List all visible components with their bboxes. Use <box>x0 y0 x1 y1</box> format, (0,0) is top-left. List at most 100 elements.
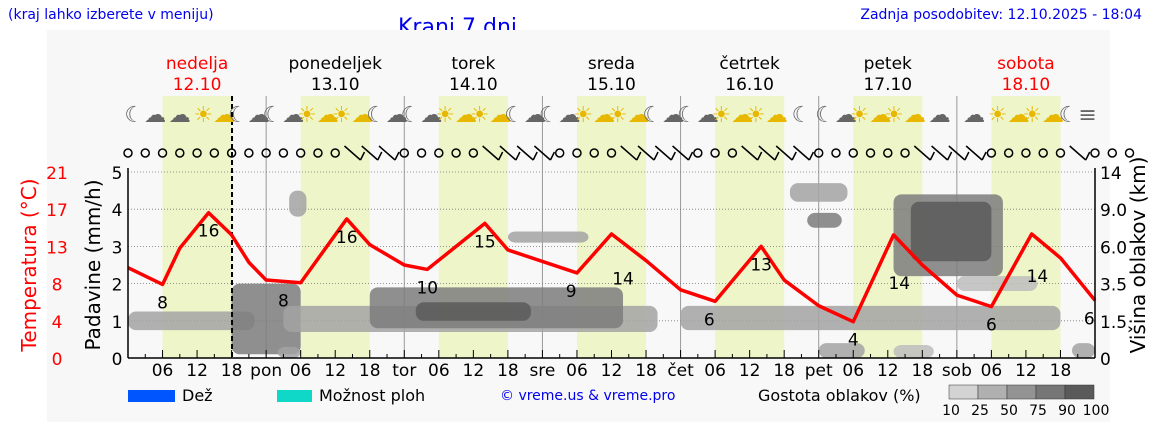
sun-cloud-icon: ☀☁ <box>746 103 788 128</box>
moon-cloud-icon: ☾☁ <box>504 103 546 128</box>
temperature-label: 14 <box>888 274 910 294</box>
wind-calm-icon <box>209 148 220 158</box>
moon-cloud-icon: ☾☁ <box>228 103 270 128</box>
moon-icon: ☾ <box>792 103 812 128</box>
cloud-cover-area <box>128 311 255 331</box>
x-tick-label: 18 <box>635 361 657 381</box>
rain-legend-swatch <box>128 390 175 402</box>
moon-cloud-icon: ☾☁ <box>539 103 581 128</box>
day-name: sreda <box>588 54 635 74</box>
rain-legend-label: Dež <box>182 386 213 405</box>
wind-calm-icon <box>192 148 202 158</box>
wind-barb-icon <box>361 145 383 161</box>
sun-cloud-icon: ☀☁ <box>470 103 512 128</box>
wind-calm-icon <box>313 148 323 158</box>
temp-axis-panel <box>47 30 80 422</box>
wind-calm-icon <box>1107 148 1118 158</box>
cloud-icon: ☁ <box>963 103 985 128</box>
wind-calm-icon <box>710 148 720 158</box>
cloud-cover-area <box>507 231 589 243</box>
moon-cloud-icon: ☾☁ <box>815 103 857 128</box>
wind-calm-icon <box>468 148 479 158</box>
day-date: 17.10 <box>863 75 912 95</box>
day-date: 14.10 <box>449 75 498 95</box>
cloud-density-level: 10 <box>942 403 960 419</box>
x-tick-label: 06 <box>428 361 450 381</box>
wind-calm-icon <box>1003 148 1014 158</box>
sun-cloud-icon: ☀☁ <box>1022 103 1064 128</box>
moon-cloud-icon: ☾☁ <box>677 103 719 128</box>
precip-tick-label: 1 <box>112 313 123 333</box>
x-tick-label: 12 <box>463 361 485 381</box>
cloud-density-level: 25 <box>971 403 989 419</box>
day-date: 16.10 <box>725 75 774 95</box>
x-tick-label: 12 <box>739 361 761 381</box>
moon-cloud-icon: ☾☁ <box>124 103 166 128</box>
temperature-label: 6 <box>986 316 997 336</box>
sun-cloud-icon: ☀☁ <box>573 103 615 128</box>
wind-calm-icon <box>606 148 617 158</box>
day-name: petek <box>864 54 912 74</box>
temp-tick-label: 4 <box>52 313 63 333</box>
cloud-icon: ☁ <box>169 103 191 128</box>
cloud-height-tick-label: 14 <box>1100 164 1122 184</box>
wind-calm-icon <box>986 148 997 158</box>
wind-calm-icon <box>330 148 340 158</box>
x-tick-label: 12 <box>601 361 623 381</box>
temperature-label: 6 <box>1084 309 1095 329</box>
wind-calm-icon <box>123 148 133 158</box>
x-tick-label: 18 <box>497 361 519 381</box>
cloud-cover-area <box>680 305 1061 331</box>
cloud-cover-area <box>415 302 531 321</box>
sun-cloud-icon: ☀☁ <box>988 103 1030 128</box>
credit-link[interactable]: © vreme.us & vreme.pro <box>500 388 676 404</box>
wind-calm-icon <box>727 148 738 158</box>
wind-calm-icon <box>278 148 289 158</box>
cloud-density-level: 90 <box>1058 403 1076 419</box>
temperature-label: 16 <box>198 222 220 242</box>
cloud-height-tick-label: 0 <box>1100 350 1111 370</box>
wind-calm-icon <box>244 148 254 158</box>
x-tick-label: 18 <box>221 361 243 381</box>
temp-tick-label: 21 <box>46 164 68 184</box>
wind-calm-icon <box>1124 148 1135 158</box>
wind-barb-icon <box>672 145 694 161</box>
wind-calm-icon <box>1055 148 1066 158</box>
cloud-density-swatch <box>977 384 1008 400</box>
wind-barb-icon <box>637 145 659 161</box>
day-date: 18.10 <box>1002 75 1051 95</box>
cloud-density-swatch <box>948 384 979 400</box>
cloud-cover-area <box>807 212 842 228</box>
wind-barb-icon <box>741 145 763 161</box>
wind-calm-icon <box>883 148 893 158</box>
storm-legend-label: Možnost ploh <box>319 386 425 405</box>
wind-barb-icon <box>913 145 935 161</box>
cloud-density-swatch <box>1035 384 1066 400</box>
cloud-height-tick-label: 6.0 <box>1100 238 1127 258</box>
cloud-cover-area <box>910 201 992 262</box>
wind-calm-icon <box>1021 148 1031 158</box>
x-tick-label: 12 <box>877 361 899 381</box>
x-tick-label: 12 <box>186 361 208 381</box>
temperature-label: 8 <box>278 292 289 312</box>
wind-calm-icon <box>157 148 168 158</box>
wind-calm-icon <box>865 148 876 158</box>
cloud-cover-area <box>277 346 301 358</box>
precip-tick-label: 4 <box>112 201 123 221</box>
sun-cloud-icon: ☀☁ <box>712 103 754 128</box>
cloud-density-legend-title: Gostota oblakov (%) <box>758 386 921 405</box>
sun-cloud-icon: ☀☁ <box>608 103 650 128</box>
wind-calm-icon <box>813 148 824 158</box>
temperature-label: 8 <box>157 293 168 313</box>
wind-barb-icon <box>1069 145 1091 161</box>
wind-calm-icon <box>900 148 910 158</box>
day-date: 13.10 <box>311 75 360 95</box>
x-tick-label: 18 <box>359 361 381 381</box>
wind-calm-icon <box>140 148 151 158</box>
temperature-label: 10 <box>416 278 438 298</box>
wind-calm-icon <box>572 148 582 158</box>
wind-calm-icon <box>295 148 306 158</box>
day-name: nedelja <box>166 54 228 74</box>
temp-tick-label: 13 <box>46 238 68 258</box>
